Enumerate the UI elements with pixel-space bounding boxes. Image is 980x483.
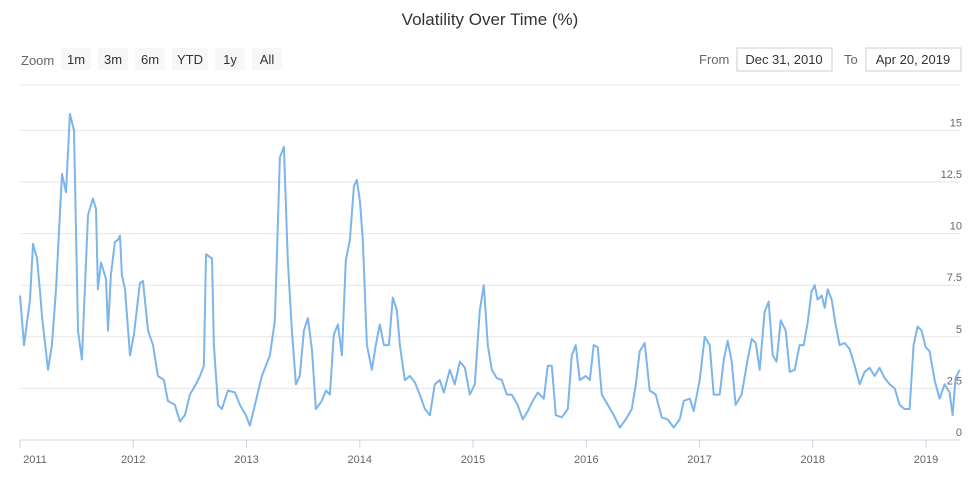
zoom-button-label[interactable]: 3m (104, 52, 122, 67)
zoom-button[interactable] (215, 48, 245, 70)
y-tick-label: 0 (956, 427, 962, 439)
y-tick-label: 7.5 (947, 272, 962, 284)
zoom-button-label[interactable]: YTD (177, 52, 203, 67)
zoom-button[interactable] (98, 48, 128, 70)
from-input[interactable] (736, 47, 833, 72)
zoom-button[interactable] (172, 48, 208, 70)
y-tick-label: 5 (956, 324, 962, 336)
x-tick-label: 2016 (574, 454, 598, 466)
x-tick-label: 2017 (687, 454, 711, 466)
y-tick-label: 15 (950, 117, 962, 129)
to-value[interactable]: Apr 20, 2019 (876, 52, 950, 67)
x-tick-label: 2014 (348, 454, 372, 466)
zoom-button-label[interactable]: 1m (67, 52, 85, 67)
zoom-button-label[interactable]: 6m (141, 52, 159, 67)
x-tick-label: 2012 (121, 454, 145, 466)
from-label: From (699, 52, 729, 67)
zoom-button[interactable] (61, 48, 91, 70)
x-tick-label: 2019 (914, 454, 938, 466)
zoom-button[interactable] (135, 48, 165, 70)
x-tick-label: 2018 (801, 454, 825, 466)
y-tick-label: 12.5 (941, 169, 962, 181)
zoom-button[interactable] (252, 48, 282, 70)
series-line (19, 112, 961, 429)
to-label: To (844, 52, 858, 67)
x-tick-label: 2013 (234, 454, 258, 466)
zoom-button-label[interactable]: All (260, 52, 275, 67)
x-tick-label: 2011 (23, 454, 47, 466)
x-tick-label: 2015 (461, 454, 485, 466)
chart-title: Volatility Over Time (%) (402, 10, 579, 29)
zoom-label: Zoom (21, 53, 54, 68)
y-tick-label: 10 (950, 221, 962, 233)
to-input[interactable] (865, 47, 962, 72)
zoom-button-label[interactable]: 1y (223, 52, 237, 67)
from-value[interactable]: Dec 31, 2010 (745, 52, 822, 67)
